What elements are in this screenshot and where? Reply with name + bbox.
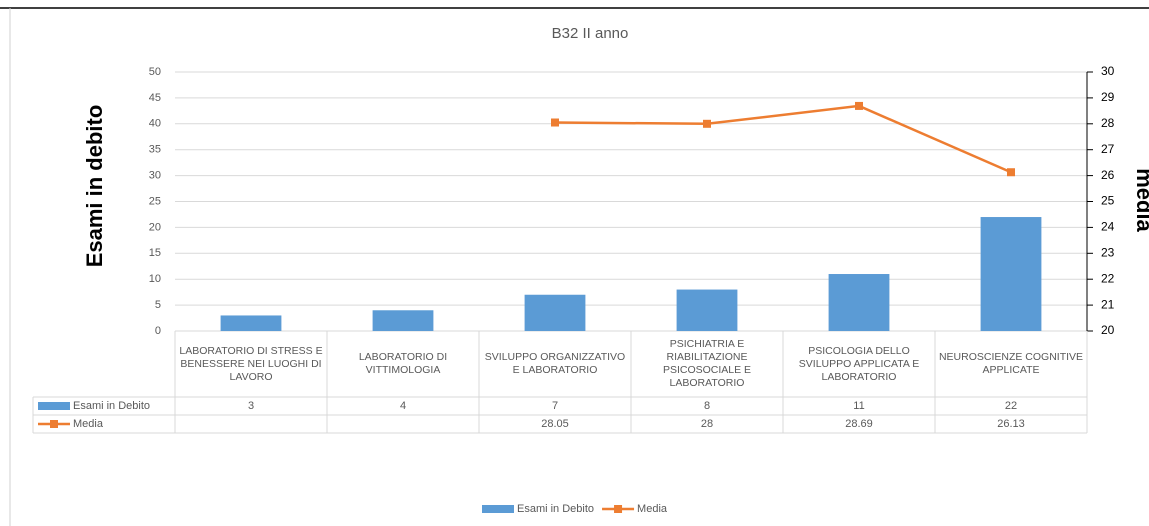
y-tick-label: 40 xyxy=(149,118,161,130)
y2-tick-label: 29 xyxy=(1101,90,1115,104)
marker xyxy=(703,119,711,128)
bar xyxy=(828,274,890,331)
y-axis-label: Esami in debito xyxy=(82,105,107,268)
y-tick-label: 0 xyxy=(155,325,161,337)
x-tick-label: LABORATORIO DI STRESS E BENESSERE NEI LU… xyxy=(179,344,323,383)
table-series-name: Esami in Debito xyxy=(73,400,150,412)
category-cell: NEUROSCIENZE COGNITIVE APPLICATE xyxy=(938,351,1084,376)
legend-key xyxy=(614,505,623,513)
category-cell: SVILUPPO ORGANIZZATIVO E LABORATORIO xyxy=(484,351,626,376)
marker xyxy=(1007,168,1015,177)
table-value: 28.69 xyxy=(845,418,873,430)
category-cell: PSICOLOGIA DELLO SVILUPPO APPLICATA E LA… xyxy=(798,344,920,383)
table-legend-key xyxy=(50,420,58,428)
table-value: 28.05 xyxy=(541,418,569,430)
y2-tick-label: 24 xyxy=(1101,220,1115,234)
legend-key xyxy=(482,505,514,513)
y-tick-label: 25 xyxy=(149,195,161,207)
y2-tick-label: 27 xyxy=(1101,142,1115,156)
y2-tick-label: 26 xyxy=(1101,168,1115,182)
x-tick-label: LABORATORIO DI VITTIMOLOGIA xyxy=(358,351,448,376)
line xyxy=(554,104,1012,174)
table-value: 22 xyxy=(1005,400,1017,412)
table-value: 4 xyxy=(400,400,406,412)
table-value: 7 xyxy=(552,400,558,412)
y2-tick-label: 22 xyxy=(1101,271,1115,285)
y2-tick-label: 20 xyxy=(1101,323,1115,337)
table-value: 3 xyxy=(248,400,254,412)
legend-label: Esami in Debito xyxy=(517,503,594,515)
chart-title: B32 II anno xyxy=(552,25,629,42)
bar xyxy=(220,315,282,331)
bar xyxy=(524,294,586,331)
y-tick-label: 50 xyxy=(149,66,161,78)
y2-tick-label: 23 xyxy=(1101,245,1115,259)
category-cell: PSICHIATRIA E RIABILITAZIONE PSICOSOCIAL… xyxy=(662,338,752,389)
table-series-name: Media xyxy=(73,418,104,430)
y-tick-label: 10 xyxy=(149,273,161,285)
table-legend-key xyxy=(38,402,70,410)
y-tick-label: 15 xyxy=(149,247,161,259)
x-tick-label: SVILUPPO ORGANIZZATIVO E LABORATORIO xyxy=(484,351,626,376)
y-tick-label: 5 xyxy=(155,299,161,311)
x-tick-label: PSICOLOGIA DELLO SVILUPPO APPLICATA E LA… xyxy=(798,344,920,383)
y2-tick-label: 25 xyxy=(1101,194,1115,208)
x-tick-label: NEUROSCIENZE COGNITIVE APPLICATE xyxy=(938,351,1084,376)
table-value: 26.13 xyxy=(997,418,1025,430)
bar xyxy=(676,289,738,331)
table-value: 8 xyxy=(704,400,710,412)
legend-label: Media xyxy=(637,503,668,515)
x-tick-label: PSICHIATRIA E RIABILITAZIONE PSICOSOCIAL… xyxy=(662,338,752,389)
y2-tick-label: 21 xyxy=(1101,297,1115,311)
bar xyxy=(980,217,1042,331)
bar xyxy=(372,310,434,331)
category-cell: LABORATORIO DI VITTIMOLOGIA xyxy=(358,351,448,376)
marker xyxy=(855,101,863,110)
y-tick-label: 45 xyxy=(149,92,161,104)
table-value: 11 xyxy=(853,400,864,412)
y2-tick-label: 30 xyxy=(1101,64,1115,78)
y-tick-label: 30 xyxy=(149,170,161,182)
y-tick-label: 35 xyxy=(149,144,161,156)
table-value: 28 xyxy=(701,418,713,430)
y2-axis-label: media xyxy=(1132,168,1149,232)
category-cell: LABORATORIO DI STRESS E BENESSERE NEI LU… xyxy=(179,344,323,383)
marker xyxy=(551,118,559,127)
y2-tick-label: 28 xyxy=(1101,116,1115,130)
y-tick-label: 20 xyxy=(149,221,161,233)
